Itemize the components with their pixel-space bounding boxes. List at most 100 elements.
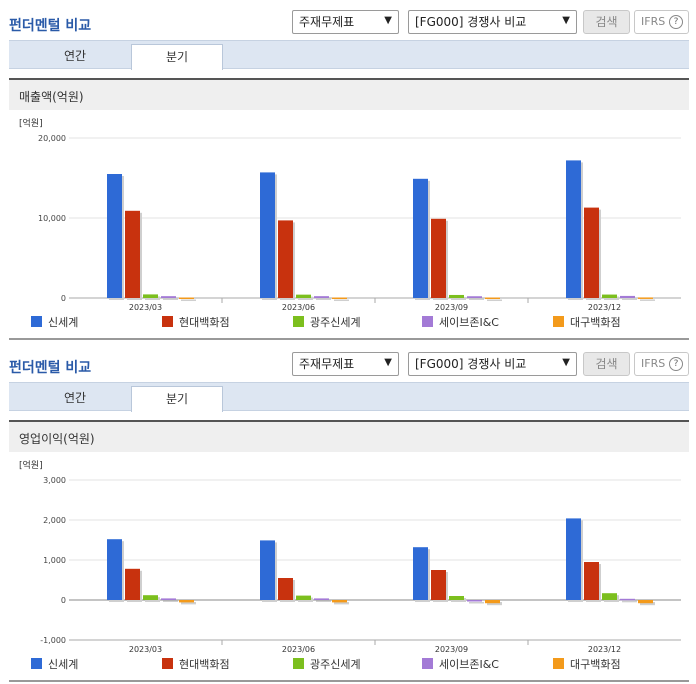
bar-대구백화점: [485, 600, 500, 604]
legend-swatch-대구백화점: [553, 316, 564, 327]
statement-select[interactable]: 주재무제표 ▼: [292, 10, 399, 34]
bar-광주신세계: [602, 294, 617, 298]
ifrs-label: IFRS: [641, 357, 666, 370]
x-tick-label: 2023/12: [588, 645, 621, 654]
chart-title: 영업이익(억원): [19, 432, 95, 446]
bar-신세계: [413, 547, 428, 600]
sales-chart-svg: [억원] 20,000 10,000 0 2023/03 2023/06 2023/09 20…: [19, 117, 681, 329]
x-tick-label: 2023/06: [282, 303, 315, 312]
bar-현대백화점: [584, 562, 599, 600]
legend-swatch-광주신세계: [293, 658, 304, 669]
bar-대구백화점: [179, 600, 194, 603]
bar-현대백화점: [125, 210, 140, 298]
bar-대구백화점: [179, 297, 194, 300]
bar-세이브존i-c: [467, 600, 482, 602]
legend-swatch-대구백화점: [553, 658, 564, 669]
legend-label-대구백화점: 대구백화점: [570, 316, 621, 329]
bar-대구백화점: [638, 600, 653, 604]
legend-swatch-현대백화점: [162, 316, 173, 327]
tab-annual[interactable]: 연간: [63, 49, 87, 63]
statement-select-value: 주재무제표: [299, 357, 355, 371]
bar-shadow: [334, 602, 349, 605]
help-icon[interactable]: ?: [669, 357, 683, 371]
bar-광주신세계: [449, 596, 464, 600]
bar-신세계: [260, 172, 275, 298]
statement-select[interactable]: 주재무제표 ▼: [292, 352, 399, 376]
y-tick-label: -1,000: [40, 636, 66, 645]
y-tick-label: 20,000: [38, 134, 66, 143]
operating-income-chart: [억원] 3,000 2,000 1,000 0 -1,000 2023/03 2023/06…: [9, 452, 689, 682]
legend-swatch-세이브존i-c: [422, 658, 433, 669]
period-tabs: 연간 분기: [9, 382, 689, 412]
y-tick-label: 2,000: [43, 516, 66, 525]
legend-label-세이브존i-c: 세이브존I&C: [439, 658, 499, 671]
legend-swatch-세이브존i-c: [422, 316, 433, 327]
search-button[interactable]: 검색: [583, 352, 630, 376]
legend-label-신세계: 신세계: [48, 316, 78, 329]
bar-shadow: [334, 299, 349, 302]
bar-현대백화점: [431, 218, 446, 298]
bar-shadow: [163, 600, 178, 602]
panel-header: 펀더멘털 비교 주재무제표 ▼ [FG000] 경쟁사 비교 ▼ 검색 IFRS…: [9, 8, 689, 36]
bar-shadow: [181, 602, 196, 605]
y-unit-label: [억원]: [19, 117, 43, 129]
bar-shadow: [316, 298, 331, 300]
bar-shadow: [181, 299, 196, 302]
sales-chart: [억원] 20,000 10,000 0 2023/03 2023/06 2023/09 20…: [9, 110, 689, 340]
x-tick-label: 2023/06: [282, 645, 315, 654]
x-tick-label: 2023/03: [129, 645, 162, 654]
legend-swatch-신세계: [31, 658, 42, 669]
tab-annual[interactable]: 연간: [63, 391, 87, 405]
y-tick-label: 10,000: [38, 214, 66, 223]
bar-광주신세계: [296, 294, 311, 298]
bar-세이브존i-c: [467, 296, 482, 298]
help-icon[interactable]: ?: [669, 15, 683, 29]
peer-group-select[interactable]: [FG000] 경쟁사 비교 ▼: [408, 352, 577, 376]
legend-label-대구백화점: 대구백화점: [570, 658, 621, 671]
bar-shadow: [487, 602, 502, 606]
bar-현대백화점: [278, 578, 293, 600]
bar-신세계: [566, 518, 581, 600]
peer-group-select[interactable]: [FG000] 경쟁사 비교 ▼: [408, 10, 577, 34]
legend-label-현대백화점: 현대백화점: [179, 316, 230, 329]
chart-title: 매출액(억원): [19, 90, 84, 104]
legend-label-세이브존i-c: 세이브존I&C: [439, 316, 499, 329]
bar-광주신세계: [296, 595, 311, 600]
bar-신세계: [107, 174, 122, 298]
legend-swatch-신세계: [31, 316, 42, 327]
bar-shadow: [622, 600, 637, 603]
bar-광주신세계: [143, 294, 158, 298]
bar-세이브존i-c: [620, 295, 635, 298]
ifrs-label: IFRS: [641, 15, 666, 28]
bar-세이브존i-c: [161, 296, 176, 298]
search-button[interactable]: 검색: [583, 10, 630, 34]
tab-quarterly[interactable]: 분기: [131, 386, 223, 412]
bar-shadow: [163, 298, 178, 300]
peer-group-select-value: [FG000] 경쟁사 비교: [415, 15, 527, 29]
ifrs-button[interactable]: IFRS ?: [634, 10, 689, 34]
chevron-down-icon: ▼: [384, 15, 392, 26]
bar-신세계: [413, 178, 428, 298]
panel-title: 펀더멘털 비교: [9, 18, 92, 34]
bar-shadow: [604, 296, 619, 300]
y-tick-label: 0: [61, 596, 66, 605]
bar-신세계: [566, 160, 581, 298]
bar-shadow: [622, 297, 637, 300]
x-tick-label: 2023/09: [435, 645, 468, 654]
bar-현대백화점: [431, 570, 446, 600]
chart-header: 영업이익(억원): [9, 420, 689, 452]
bar-현대백화점: [125, 568, 140, 600]
bar-shadow: [145, 296, 160, 300]
tab-quarterly[interactable]: 분기: [131, 44, 223, 70]
divider: [9, 338, 689, 340]
bar-shadow: [640, 299, 655, 301]
bar-shadow: [451, 296, 466, 300]
legend-label-광주신세계: 광주신세계: [310, 316, 361, 329]
bar-shadow: [640, 602, 655, 606]
ifrs-button[interactable]: IFRS ?: [634, 352, 689, 376]
chevron-down-icon: ▼: [562, 357, 570, 368]
legend-label-광주신세계: 광주신세계: [310, 658, 361, 671]
y-tick-label: 3,000: [43, 476, 66, 485]
y-tick-label: 1,000: [43, 556, 66, 565]
bar-shadow: [469, 602, 484, 604]
